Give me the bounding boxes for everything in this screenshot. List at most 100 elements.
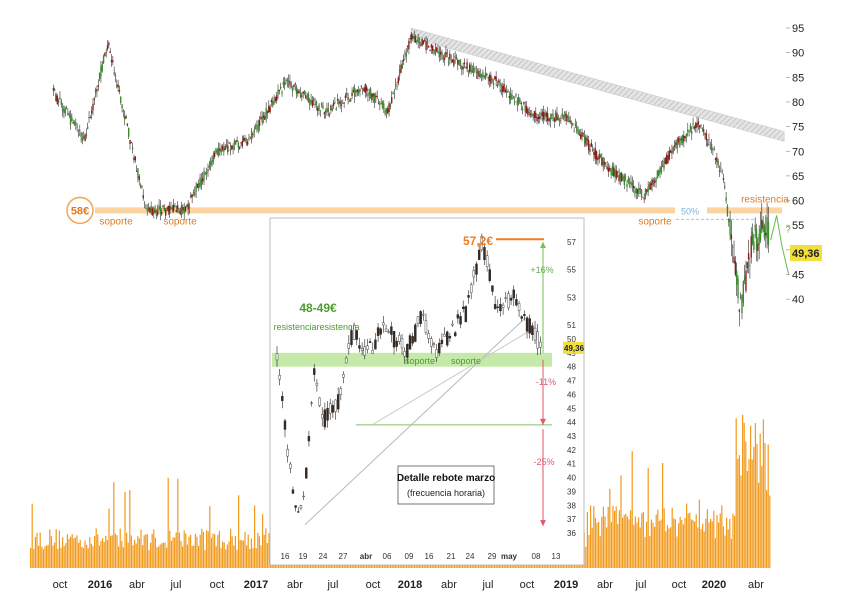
x-tick-label: abr	[441, 579, 457, 591]
inset-x-tick-label: 06	[383, 552, 392, 561]
candle-body	[720, 167, 722, 169]
candle-body	[525, 105, 528, 114]
candle-body	[200, 179, 203, 186]
volume-bar	[756, 444, 758, 568]
candle-body	[122, 110, 125, 112]
volume-bar	[761, 466, 763, 568]
volume-bar	[631, 451, 633, 568]
candle-body	[147, 208, 150, 210]
inset-x-tick-label: 24	[319, 552, 328, 561]
candle-body	[602, 158, 604, 167]
candle-body	[391, 96, 393, 104]
inset-x-tick-label: 08	[532, 552, 541, 561]
volume-bar	[202, 532, 204, 568]
candle-body	[125, 116, 127, 119]
candle-body	[650, 183, 652, 190]
candle-body	[139, 185, 142, 187]
candle-body	[346, 92, 348, 96]
candle-body	[225, 144, 228, 146]
candle-body	[269, 106, 271, 113]
volume-bar	[750, 425, 752, 568]
volume-bar	[172, 537, 174, 568]
volume-bar	[665, 531, 667, 568]
inset-candle-body	[403, 351, 406, 357]
candle-body	[537, 116, 540, 119]
candle-body	[400, 64, 402, 73]
inset-candle-body	[289, 463, 292, 469]
candle-body	[361, 89, 364, 90]
inset-x-tick-label: 13	[552, 552, 561, 561]
candle-body	[687, 129, 689, 132]
candle-body	[102, 55, 105, 64]
candle-body	[335, 108, 337, 111]
candle-body	[573, 131, 575, 133]
last-value-label: 49,36	[792, 248, 820, 260]
candle-body	[422, 40, 425, 44]
x-tick-label: oct	[520, 579, 535, 591]
volume-bar	[588, 535, 590, 568]
candle-body	[322, 105, 324, 109]
candle-body	[420, 44, 422, 46]
inset-candle-body	[496, 306, 499, 308]
candle-body	[553, 118, 555, 122]
inset-candle-body	[278, 375, 281, 380]
candle-body	[118, 89, 121, 92]
candle-body	[106, 44, 109, 50]
candle-body	[763, 225, 766, 238]
volume-bar	[703, 531, 705, 568]
candle-body	[375, 95, 377, 98]
candle-body	[695, 123, 697, 128]
candle-body	[548, 118, 550, 122]
candle-body	[642, 196, 644, 198]
inset-candle-body	[352, 324, 356, 340]
candle-body	[188, 206, 191, 208]
volume-bar	[98, 545, 100, 568]
main-annotations: ? 58€ soporte soporte soporte resistencia 50%	[66, 194, 791, 235]
volume-bar	[161, 543, 163, 568]
volume-bar	[623, 514, 625, 568]
volume-bar	[695, 514, 697, 568]
y-tick-label: 75	[792, 122, 804, 134]
candle-body	[364, 84, 366, 93]
volume-bar	[95, 528, 97, 568]
volume-bar	[58, 530, 60, 568]
candle-body	[605, 166, 607, 167]
volume-bar	[31, 503, 33, 568]
candle-body	[741, 294, 743, 314]
candle-body	[424, 40, 426, 42]
candle-body	[636, 188, 639, 194]
volume-bar	[49, 529, 51, 568]
volume-bar	[764, 443, 766, 568]
candle-body	[492, 83, 495, 85]
volume-bar	[599, 536, 601, 568]
candle-body	[651, 179, 653, 186]
inset-last-value-tag	[563, 341, 584, 354]
volume-bar	[159, 544, 161, 568]
candle-body	[652, 179, 655, 184]
candle-body	[257, 125, 259, 131]
candle-body	[297, 90, 299, 94]
candle-body	[252, 133, 254, 136]
candle-body	[753, 241, 755, 250]
volume-bar	[142, 545, 144, 568]
inset-chart: 3637383940414243444546474849505153555749…	[269, 217, 585, 566]
volume-bar	[266, 543, 268, 568]
inset-candle-body	[477, 249, 481, 260]
volume-bar	[591, 527, 593, 568]
candle-body	[619, 172, 622, 180]
inset-candle-body	[419, 311, 422, 324]
inset-candle-body	[342, 374, 345, 378]
candle-body	[356, 89, 359, 93]
volume-bar	[694, 521, 696, 568]
volume-bar	[103, 542, 105, 568]
candle-body	[673, 145, 676, 148]
candle-body	[730, 234, 733, 240]
inset-y-tick-label: 37	[567, 515, 576, 524]
candle-body	[500, 89, 503, 93]
candle-body	[89, 117, 92, 119]
candle-body	[141, 185, 143, 188]
candle-body	[479, 74, 481, 77]
candle-body	[372, 93, 374, 97]
volume-bar	[642, 511, 644, 568]
candle-body	[458, 60, 460, 64]
